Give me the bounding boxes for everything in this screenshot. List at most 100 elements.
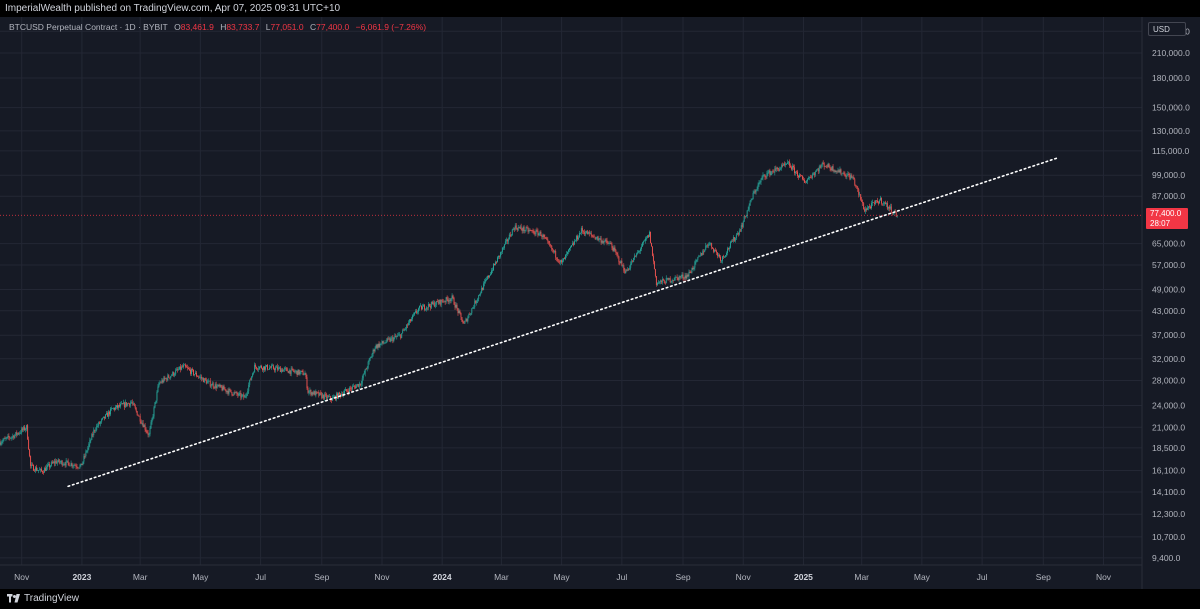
candle-body — [707, 245, 709, 247]
y-tick-label: 37,000.0 — [1152, 330, 1185, 340]
candle-body — [75, 465, 77, 467]
candle-body — [119, 404, 121, 407]
candle-body — [250, 379, 252, 381]
candle-body — [512, 228, 514, 230]
candle-body — [195, 372, 197, 377]
candle-body — [262, 368, 264, 371]
candle-body — [86, 451, 88, 452]
candle-body — [820, 165, 822, 168]
candle-body — [112, 408, 113, 410]
candle-body — [247, 391, 249, 395]
candle-body — [665, 278, 667, 284]
candle-body — [397, 335, 399, 337]
candle-body — [748, 205, 750, 210]
candle-body — [443, 301, 445, 303]
candle-body — [228, 389, 230, 394]
candle-body — [217, 384, 219, 386]
candle-body — [102, 417, 104, 420]
candle-body — [708, 244, 710, 246]
candle-body — [293, 370, 295, 372]
candle-body — [864, 209, 866, 212]
candle-body — [693, 267, 695, 270]
candle-body — [785, 163, 787, 165]
candle-body — [871, 203, 873, 209]
candle-body — [408, 322, 410, 326]
candle-body — [628, 269, 630, 270]
candle-body — [620, 260, 622, 264]
candle-body — [776, 167, 778, 170]
candle-body — [127, 403, 129, 404]
candle-body — [377, 343, 379, 348]
candle-body — [38, 470, 39, 471]
candle-body — [514, 225, 516, 230]
candle-body — [692, 267, 694, 270]
candle-body — [711, 242, 713, 248]
candle-body — [555, 251, 557, 258]
candle-body — [783, 163, 785, 166]
candle-body — [844, 173, 846, 177]
chart-area[interactable]: 240,000.0210,000.0180,000.0150,000.0130,… — [0, 17, 1200, 589]
candle-body — [417, 311, 418, 313]
candle-body — [339, 392, 340, 394]
candle-body — [529, 230, 531, 231]
candle-body — [861, 199, 863, 202]
candle-body — [349, 387, 351, 389]
candle-body — [386, 338, 388, 343]
candle-body — [799, 174, 800, 178]
candle-body — [106, 413, 108, 415]
candle-body — [809, 177, 811, 178]
candle-body — [139, 416, 141, 422]
candle-body — [433, 302, 435, 307]
candle-body — [650, 242, 652, 247]
candle-body — [646, 237, 647, 239]
candle-body — [568, 249, 569, 252]
candle-body — [331, 399, 333, 401]
candle-body — [479, 294, 481, 296]
candle-body — [843, 172, 845, 174]
candle-body — [198, 376, 200, 378]
candle-body — [186, 366, 187, 368]
candle-body — [252, 373, 254, 377]
candle-body — [850, 175, 852, 179]
candle-body — [659, 280, 661, 282]
candle-body — [879, 197, 881, 201]
candle-body — [582, 231, 584, 232]
candle-body — [16, 432, 18, 435]
candle-body — [816, 169, 818, 171]
candle-body — [695, 260, 697, 262]
candle-body — [599, 238, 601, 239]
candle-body — [734, 238, 736, 241]
candle-body — [149, 428, 151, 435]
candle-body — [414, 312, 416, 315]
candle-body — [671, 280, 673, 282]
candle-body — [345, 389, 347, 391]
candle-body — [385, 342, 387, 343]
candle-body — [72, 465, 74, 467]
candle-body — [887, 206, 889, 209]
currency-button[interactable]: USD — [1148, 22, 1186, 36]
candle-body — [682, 274, 684, 279]
price-chart[interactable]: 240,000.0210,000.0180,000.0150,000.0130,… — [0, 17, 1200, 589]
candle-body — [278, 367, 280, 369]
x-tick-label: May — [192, 572, 209, 582]
candle-body — [835, 170, 837, 173]
candle-body — [308, 391, 310, 393]
candle-body — [731, 241, 733, 242]
candle-body — [259, 366, 261, 369]
candle-body — [845, 176, 847, 177]
candle-body — [598, 238, 600, 240]
candle-body — [204, 378, 206, 380]
candle-body — [685, 275, 687, 279]
candle-body — [411, 318, 413, 322]
candle-body — [833, 170, 835, 172]
candle-body — [315, 391, 317, 396]
candle-body — [291, 368, 293, 370]
candle-body — [511, 229, 513, 236]
candle-body — [660, 280, 662, 283]
candle-body — [238, 393, 240, 396]
candle-body — [285, 368, 287, 369]
y-tick-label: 18,500.0 — [1152, 443, 1185, 453]
candle-body — [361, 378, 363, 384]
candle-body — [733, 237, 735, 241]
candle-body — [337, 393, 339, 399]
